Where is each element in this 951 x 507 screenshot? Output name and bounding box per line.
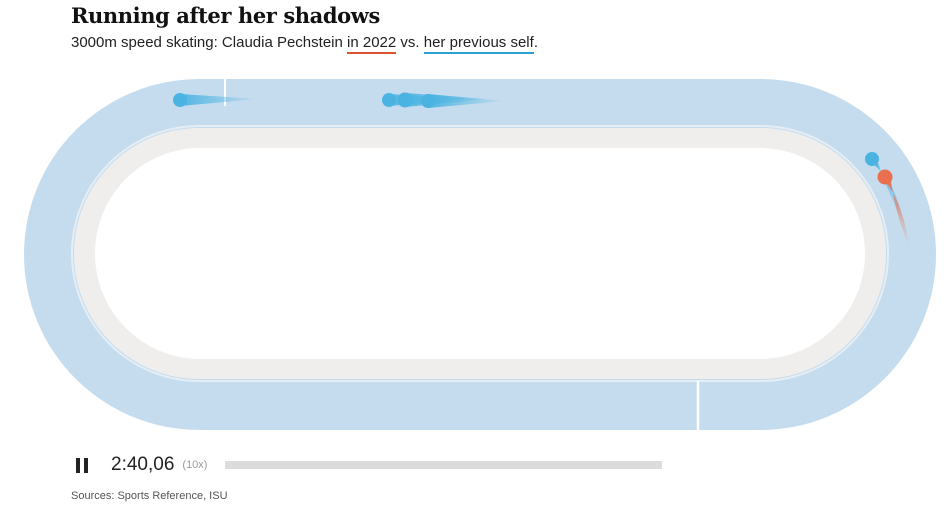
- chart-subtitle: 3000m speed skating: Claudia Pechstein i…: [71, 34, 538, 54]
- current-skater: [877, 169, 909, 246]
- legend-previous-self: her previous self: [423, 34, 534, 54]
- skating-track: [24, 79, 936, 430]
- shadow-skater-5: [865, 152, 903, 222]
- legend-2022: in 2022: [347, 34, 397, 54]
- lane-divider: [71, 125, 889, 382]
- shadow-skater-4: [421, 94, 505, 108]
- infield: [95, 148, 865, 359]
- pause-icon[interactable]: [76, 456, 92, 474]
- playback-speed: (10x): [182, 459, 208, 471]
- player-controls: 2:40,06 (10x): [76, 452, 207, 478]
- progress-bar[interactable]: [225, 461, 662, 469]
- shadow-skater-1: [173, 93, 258, 107]
- subtitle-prefix: 3000m speed skating: Claudia Pechstein: [71, 34, 348, 51]
- sources-note: Sources: Sports Reference, ISU: [71, 490, 228, 502]
- chart-title: Running after her shadows: [71, 3, 380, 28]
- subtitle-suffix: .: [533, 34, 538, 51]
- race-time: 2:40,06: [111, 454, 175, 475]
- subtitle-mid: vs.: [396, 34, 424, 51]
